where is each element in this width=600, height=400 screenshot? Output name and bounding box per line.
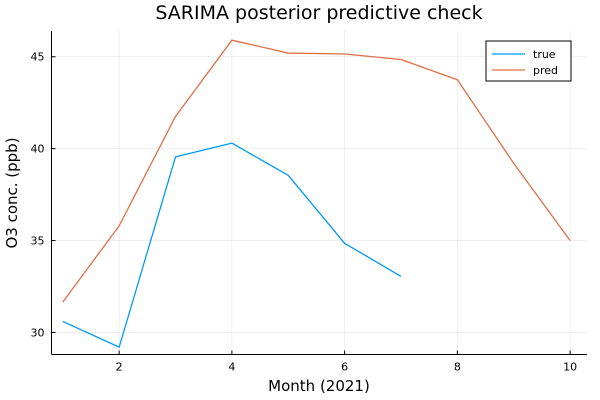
axis-ticks: 2 4 6 8 10 30 35 40 45 [31,51,578,374]
x-tick-label: 10 [563,361,577,374]
legend-label-true: true [533,48,556,61]
legend-box [485,40,572,82]
y-tick-label: 45 [31,51,45,64]
x-tick-label: 8 [454,361,461,374]
y-tick-label: 40 [31,143,45,156]
x-axis-label: Month (2021) [268,377,370,395]
legend: true pred [485,40,572,82]
series-line-true [62,142,402,348]
y-axis-label: O3 conc. (ppb) [3,137,21,248]
legend-label-pred: pred [533,64,558,77]
series-lines [62,39,571,348]
series-line-pred [62,39,571,303]
x-tick-label: 6 [341,361,348,374]
y-tick-label: 30 [31,326,45,339]
chart-title: SARIMA posterior predictive check [155,2,482,24]
x-tick-label: 2 [116,361,123,374]
y-tick-label: 35 [31,235,45,248]
x-tick-label: 4 [228,361,235,374]
